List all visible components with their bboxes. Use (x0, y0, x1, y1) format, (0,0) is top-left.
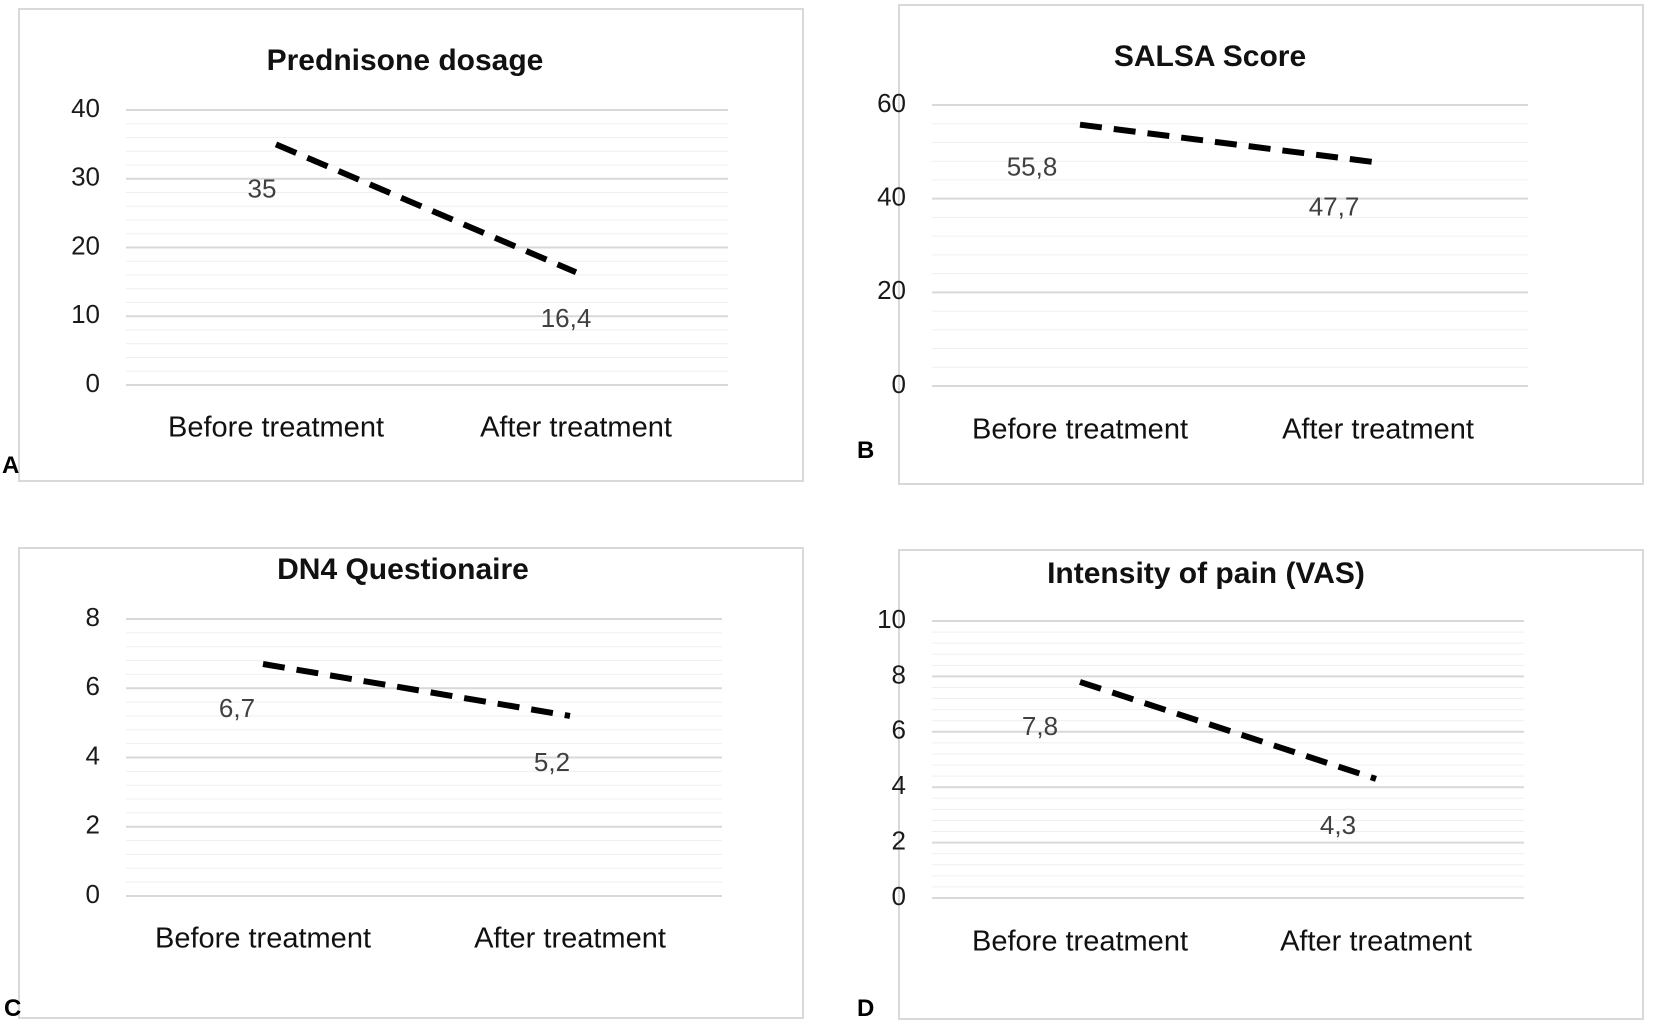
y-tick-label: 4 (86, 740, 100, 770)
chart-svg-b: SALSA Score 0 20 40 60 Before treatment After … (877, 40, 1528, 446)
data-label: 4,3 (1320, 810, 1356, 840)
series-line (262, 661, 571, 719)
y-tick-label: 40 (71, 93, 100, 123)
panel-letter-c: C (4, 995, 22, 1022)
data-label: 16,4 (541, 303, 592, 333)
chart-panel-c: DN4 Questionaire 0 2 4 6 8 Before treatment Aft… (18, 547, 804, 1019)
chart-title: Intensity of pain (VAS) (1047, 557, 1365, 590)
chart-title: SALSA Score (1114, 40, 1306, 73)
data-label: 47,7 (1309, 191, 1360, 221)
y-tick-label: 8 (892, 659, 906, 689)
panel-letter-d: D (857, 995, 875, 1022)
y-tick-label: 10 (71, 299, 100, 329)
y-tick-label: 0 (86, 368, 100, 398)
y-tick-label: 2 (86, 810, 100, 840)
y-tick-label: 20 (71, 230, 100, 260)
chart-panel-b: SALSA Score 0 20 40 60 Before treatment After … (877, 4, 1644, 485)
series-line (274, 141, 578, 276)
y-tick-label: 40 (877, 182, 906, 212)
data-label: 55,8 (1007, 152, 1058, 182)
y-tick-label: 0 (892, 369, 906, 399)
chart-title: Prednisone dosage (267, 44, 544, 77)
panel-letter-a: A (2, 452, 20, 479)
data-label: 6,7 (219, 693, 255, 723)
chart-panel-d: Intensity of pain (VAS) 0 2 4 6 8 10 Before tre… (877, 549, 1644, 1020)
x-category-label: After treatment (1282, 414, 1474, 446)
chart-panel-a: Prednisone dosage 0 10 20 30 40 Before treatme… (18, 8, 804, 482)
y-tick-label: 60 (877, 88, 906, 118)
y-tick-label: 6 (86, 671, 100, 701)
y-tick-label: 30 (71, 162, 100, 192)
y-tick-label: 20 (877, 275, 906, 305)
y-tick-label: 2 (892, 825, 906, 855)
series-line (1079, 121, 1379, 166)
x-category-label: After treatment (474, 923, 666, 955)
chart-svg-c: DN4 Questionaire 0 2 4 6 8 Before treatment Aft… (86, 553, 722, 955)
x-category-label: After treatment (1280, 926, 1472, 958)
data-label: 7,8 (1022, 711, 1058, 741)
chart-svg-d: Intensity of pain (VAS) 0 2 4 6 8 10 Before tre… (877, 557, 1524, 958)
series-line (1079, 679, 1377, 782)
y-tick-label: 0 (892, 881, 906, 911)
y-tick-label: 4 (892, 770, 906, 800)
x-category-label: Before treatment (972, 926, 1188, 958)
data-label: 5,2 (534, 747, 570, 777)
y-tick-label: 10 (877, 604, 906, 634)
y-tick-label: 8 (86, 602, 100, 632)
panel-letter-b: B (857, 437, 875, 464)
data-label: 35 (248, 173, 277, 203)
x-category-label: Before treatment (155, 923, 371, 955)
chart-svg-a: Prednisone dosage 0 10 20 30 40 Before treatme… (71, 44, 728, 444)
y-tick-label: 6 (892, 715, 906, 745)
y-tick-label: 0 (86, 879, 100, 909)
chart-title: DN4 Questionaire (277, 553, 529, 586)
x-category-label: After treatment (480, 412, 672, 444)
x-category-label: Before treatment (972, 414, 1188, 446)
x-category-label: Before treatment (168, 412, 384, 444)
